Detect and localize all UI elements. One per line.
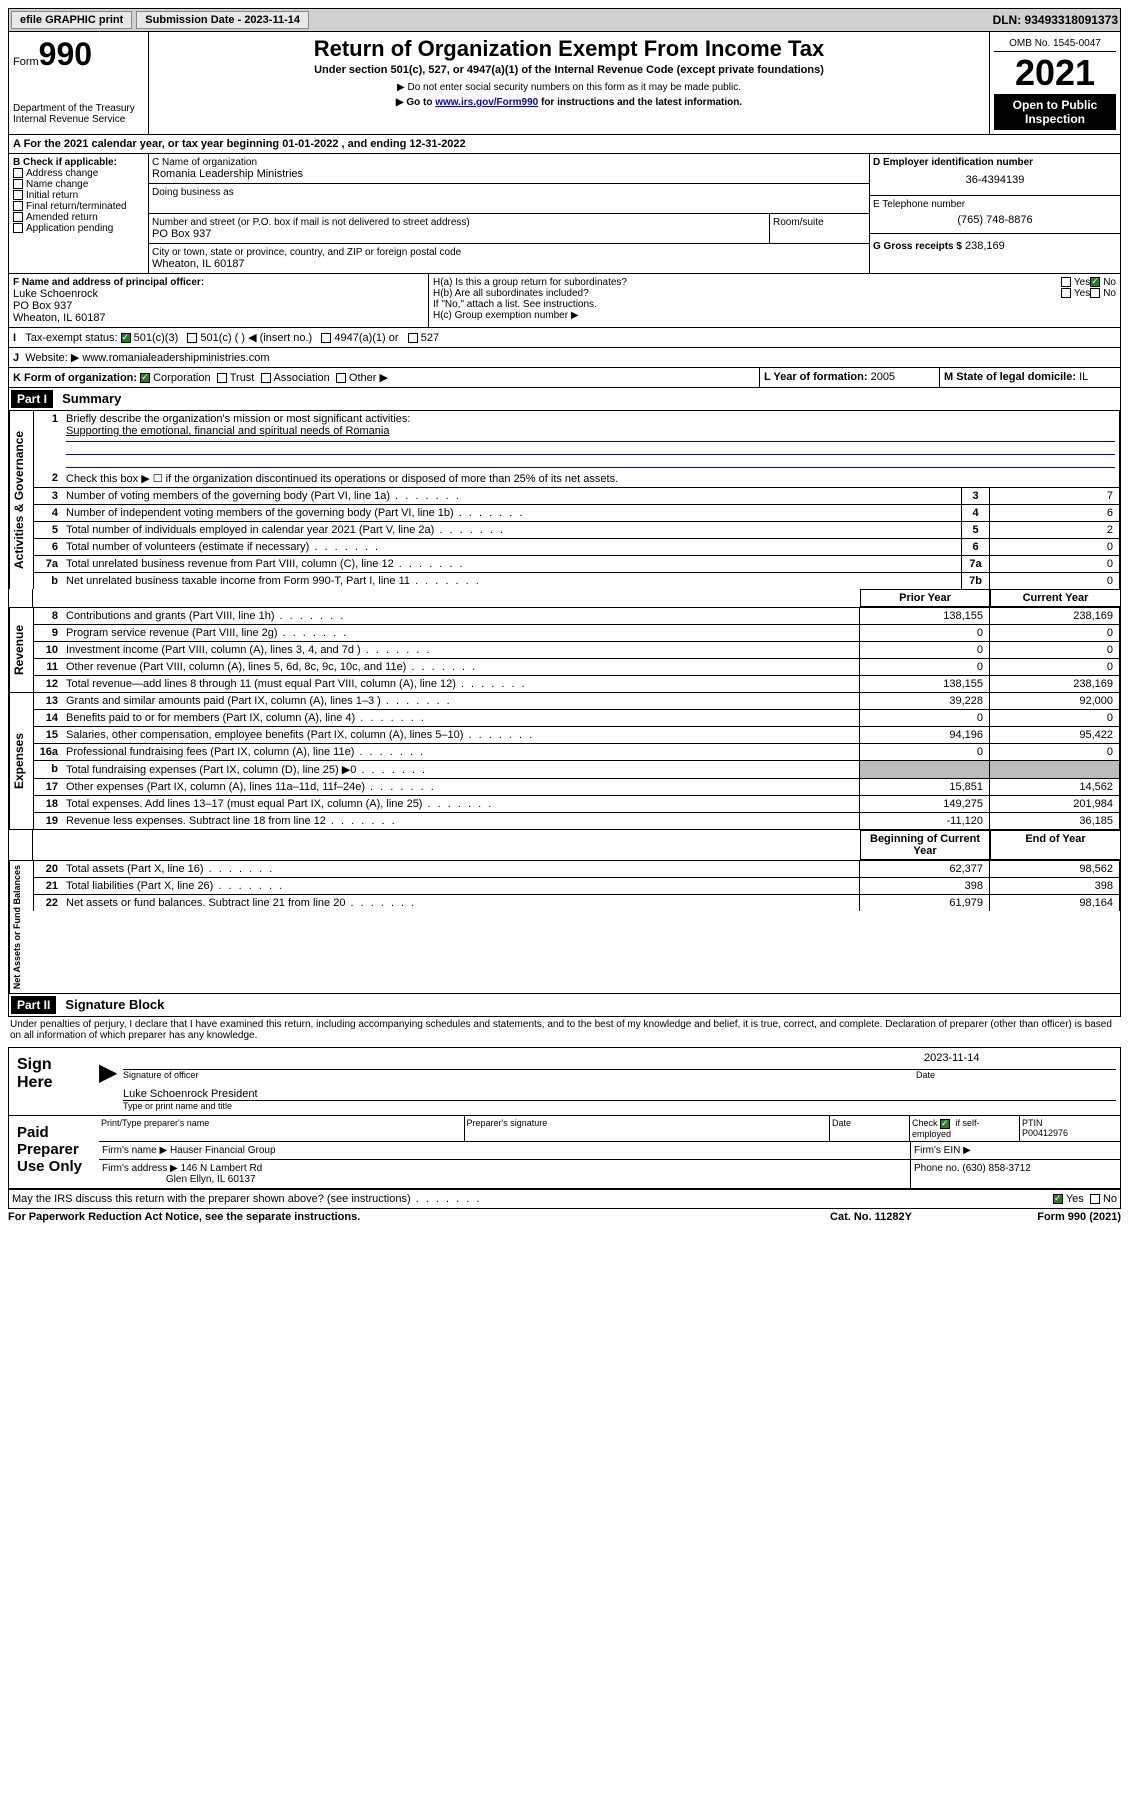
domicile: IL: [1079, 371, 1088, 383]
officer-addr1: PO Box 937: [13, 300, 424, 312]
sig-lbl: Signature of officer: [123, 1070, 916, 1080]
cb-501c3[interactable]: [121, 333, 131, 343]
penalty-text: Under penalties of perjury, I declare th…: [8, 1017, 1121, 1043]
hdr-prior: Prior Year: [860, 589, 990, 607]
hc-lbl: H(c) Group exemption number ▶: [433, 310, 1116, 321]
c-name-lbl: C Name of organization: [152, 157, 866, 168]
period-a: A For the 2021 calendar year, or tax yea…: [13, 138, 282, 150]
street-lbl: Number and street (or P.O. box if mail i…: [152, 217, 766, 228]
cb-corp[interactable]: [140, 373, 150, 383]
part1-title: Summary: [62, 391, 121, 406]
cb-initial[interactable]: [13, 190, 23, 200]
cb-address[interactable]: [13, 168, 23, 178]
may-discuss: May the IRS discuss this return with the…: [12, 1193, 411, 1205]
officer-addr2: Wheaton, IL 60187: [13, 312, 424, 324]
part2-title: Signature Block: [65, 997, 164, 1012]
ptin: P00412976: [1022, 1128, 1068, 1138]
ha-lbl: H(a) Is this a group return for subordin…: [433, 277, 1061, 288]
section-b: B Check if applicable: Address change Na…: [9, 154, 149, 273]
hdr-end: End of Year: [990, 830, 1120, 860]
sig-name: Luke Schoenrock President: [123, 1088, 1116, 1101]
phone-lbl: E Telephone number: [873, 199, 1117, 210]
period-begin: 01-01-2022: [282, 138, 338, 150]
ifno: If "No," attach a list. See instructions…: [433, 299, 1116, 310]
hdr-curr: Current Year: [990, 589, 1120, 607]
part1-hdr: Part I: [11, 390, 53, 408]
irs: Internal Revenue Service: [13, 114, 144, 125]
cb-pending[interactable]: [13, 223, 23, 233]
open-inspection: Open to Public Inspection: [994, 94, 1116, 130]
k-lbl: K Form of organization:: [13, 372, 137, 384]
period-mid: , and ending: [342, 138, 410, 150]
cb-final[interactable]: [13, 201, 23, 211]
sub1: Under section 501(c), 527, or 4947(a)(1)…: [153, 64, 985, 76]
form-title: Return of Organization Exempt From Incom…: [153, 36, 985, 62]
submission-date: Submission Date - 2023-11-14: [136, 11, 309, 29]
vert-expenses: Expenses: [9, 693, 33, 829]
cb-name[interactable]: [13, 179, 23, 189]
hb-lbl: H(b) Are all subordinates included?: [433, 288, 1061, 299]
form-num: 990: [39, 36, 92, 72]
sub2: ▶ Do not enter social security numbers o…: [153, 82, 985, 93]
omb: OMB No. 1545-0047: [994, 36, 1116, 52]
period-end: 12-31-2022: [409, 138, 465, 150]
firm-phone: (630) 858-3712: [962, 1163, 1030, 1174]
sec-b-hdr: B Check if applicable:: [13, 157, 144, 168]
tax-status-lbl: Tax-exempt status:: [25, 332, 117, 344]
gross-lbl: G Gross receipts $: [873, 241, 962, 252]
street: PO Box 937: [152, 228, 766, 240]
cb-amended[interactable]: [13, 212, 23, 222]
mission: Supporting the emotional, financial and …: [66, 425, 389, 437]
paid-prep: Paid Preparer Use Only: [9, 1116, 99, 1188]
ein: 36-4394139: [873, 168, 1117, 192]
dln: DLN: 93493318091373: [993, 13, 1118, 27]
website-lbl: Website: ▶: [25, 352, 79, 364]
vert-revenue: Revenue: [9, 608, 33, 692]
sub3a: ▶ Go to: [396, 97, 435, 108]
room-lbl: Room/suite: [773, 217, 866, 228]
officer-name: Luke Schoenrock: [13, 288, 424, 300]
vert-activities: Activities & Governance: [9, 411, 33, 589]
footer-left: For Paperwork Reduction Act Notice, see …: [8, 1211, 771, 1223]
city-lbl: City or town, state or province, country…: [152, 247, 866, 258]
part2-hdr: Part II: [11, 996, 56, 1014]
sign-here: Sign Here: [9, 1048, 99, 1115]
phone: (765) 748-8876: [873, 210, 1117, 230]
form-word: Form: [13, 56, 39, 68]
website: www.romanialeadershipministries.com: [82, 352, 269, 364]
sig-date: 2023-11-14: [916, 1052, 1116, 1070]
year-formation: 2005: [871, 371, 895, 383]
l2: Check this box ▶ ☐ if the organization d…: [62, 470, 1119, 487]
hdr-beg: Beginning of Current Year: [860, 830, 990, 860]
ein-lbl: D Employer identification number: [873, 157, 1117, 168]
vert-net: Net Assets or Fund Balances: [9, 861, 33, 993]
efile-btn[interactable]: efile GRAPHIC print: [11, 11, 132, 29]
sub3b: for instructions and the latest informat…: [538, 97, 742, 108]
ein-lbl2: Firm's EIN ▶: [910, 1142, 1120, 1159]
gross-val: 238,169: [965, 240, 1005, 252]
irs-link[interactable]: www.irs.gov/Form990: [435, 97, 538, 108]
firm-addr2: Glen Ellyn, IL 60137: [166, 1174, 256, 1185]
firm-addr1: 146 N Lambert Rd: [181, 1163, 263, 1174]
l1-lbl: Briefly describe the organization's miss…: [66, 413, 410, 425]
dept: Department of the Treasury: [13, 103, 144, 114]
officer-lbl: F Name and address of principal officer:: [13, 277, 424, 288]
topbar: efile GRAPHIC print Submission Date - 20…: [8, 8, 1121, 32]
firm-name: Hauser Financial Group: [170, 1145, 276, 1156]
city: Wheaton, IL 60187: [152, 258, 866, 270]
tax-year: 2021: [994, 52, 1116, 94]
footer-mid: Cat. No. 11282Y: [771, 1211, 971, 1223]
dba-lbl: Doing business as: [152, 187, 866, 198]
footer-right: Form 990 (2021): [971, 1211, 1121, 1223]
org-name: Romania Leadership Ministries: [152, 168, 866, 180]
